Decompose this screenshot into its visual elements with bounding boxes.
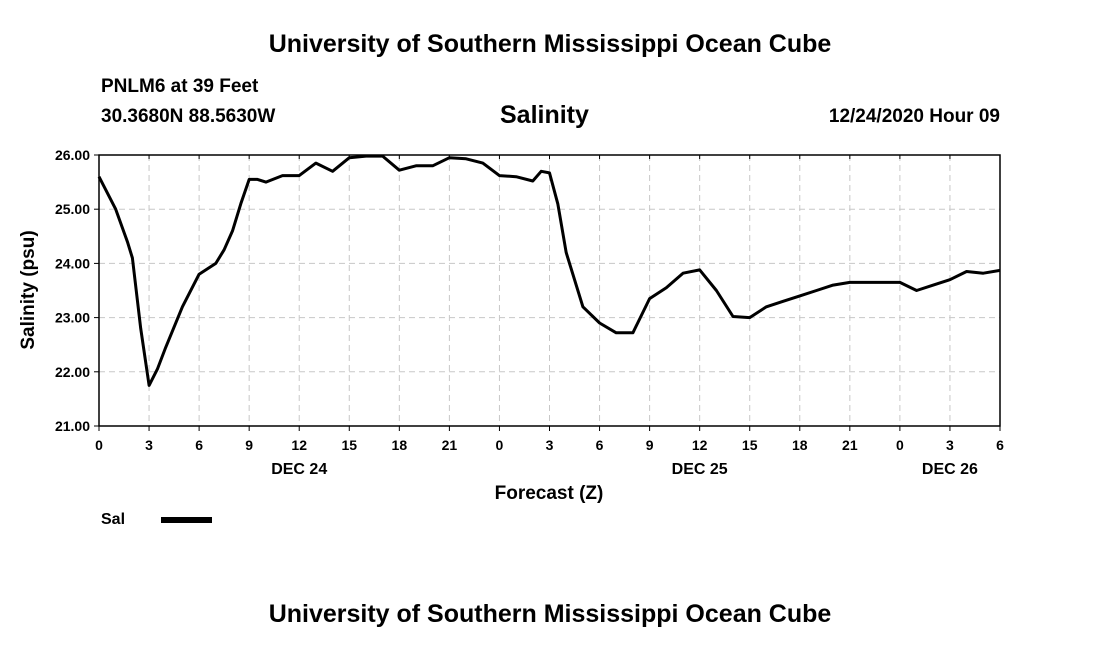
x-tick-label: 12 xyxy=(692,437,708,453)
legend-label: Sal xyxy=(101,511,125,528)
y-tick-label: 26.00 xyxy=(55,147,90,163)
x-tick-label: 0 xyxy=(496,437,504,453)
x-tick-label: 9 xyxy=(646,437,654,453)
y-tick-label: 21.00 xyxy=(55,418,90,434)
x-tick-label: 21 xyxy=(842,437,858,453)
x-tick-label: 15 xyxy=(341,437,357,453)
x-tick-label: 18 xyxy=(792,437,808,453)
station-coordinates: 30.3680N 88.5630W xyxy=(101,106,276,127)
forecast-run-time: 12/24/2020 Hour 09 xyxy=(828,106,1000,127)
chart-series xyxy=(97,154,1001,387)
date-label: DEC 25 xyxy=(672,461,728,478)
chart-axes: 0 3 6 9 12 15 18 21 0 3 6 9 12 15 18 21 0 3 6 21.00 22.00 23.… xyxy=(55,147,1004,478)
x-tick-label: 6 xyxy=(996,437,1004,453)
x-tick-label: 15 xyxy=(742,437,758,453)
page-title: University of Southern Mississippi Ocean… xyxy=(268,30,832,58)
footer-title: University of Southern Mississippi Ocean… xyxy=(268,600,832,628)
variable-title: Salinity xyxy=(500,101,589,129)
y-tick-label: 22.00 xyxy=(55,364,90,380)
x-tick-label: 12 xyxy=(291,437,307,453)
x-tick-label: 0 xyxy=(896,437,904,453)
x-tick-label: 6 xyxy=(596,437,604,453)
station-name: PNLM6 at 39 Feet xyxy=(101,76,259,97)
x-tick-label: 18 xyxy=(392,437,408,453)
date-label: DEC 24 xyxy=(271,461,327,478)
x-tick-label: 9 xyxy=(245,437,253,453)
y-tick-label: 25.00 xyxy=(55,201,90,217)
y-axis-label: Salinity (psu) xyxy=(18,230,39,349)
y-tick-label: 24.00 xyxy=(55,255,90,271)
series-line-sal xyxy=(97,154,1001,387)
x-tick-label: 6 xyxy=(195,437,203,453)
x-tick-label: 3 xyxy=(546,437,554,453)
chart-grid xyxy=(99,155,1000,426)
x-tick-label: 3 xyxy=(145,437,153,453)
x-axis-label: Forecast (Z) xyxy=(495,483,604,504)
x-tick-label: 21 xyxy=(442,437,458,453)
x-tick-label: 3 xyxy=(946,437,954,453)
date-label: DEC 26 xyxy=(922,461,978,478)
y-tick-label: 23.00 xyxy=(55,310,90,326)
x-tick-label: 0 xyxy=(95,437,103,453)
